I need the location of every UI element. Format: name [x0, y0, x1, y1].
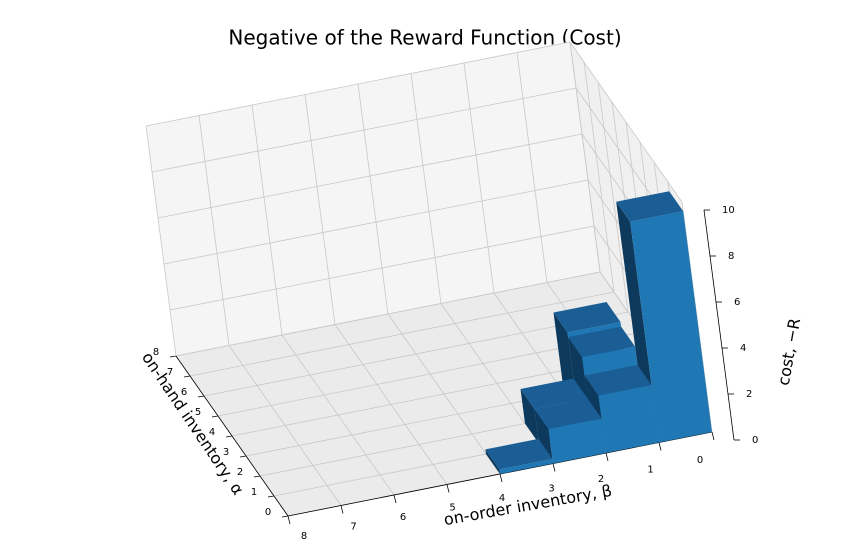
- z-tick-label: 6: [734, 297, 740, 308]
- bar-front: [548, 418, 606, 464]
- x-tick-label: 6: [181, 387, 187, 398]
- y-tick: [446, 484, 450, 493]
- grid-line: [357, 83, 389, 315]
- grid-line: [151, 87, 577, 173]
- x-tick: [225, 435, 233, 438]
- bar-top: [534, 398, 602, 429]
- x-tick-label: 7: [167, 367, 173, 378]
- grid-line: [198, 115, 230, 346]
- z-tick-label: 10: [722, 205, 735, 216]
- y-tick: [711, 431, 715, 441]
- bar-front: [598, 385, 659, 453]
- bar-front: [499, 458, 553, 474]
- x-tick: [239, 455, 247, 458]
- grid-line: [583, 61, 615, 293]
- grid-line: [304, 94, 336, 325]
- z-tick-label: 0: [752, 435, 758, 446]
- bar-top: [568, 326, 636, 358]
- grid-line: [569, 41, 601, 273]
- x-tick-label: 1: [251, 487, 257, 498]
- grid-line: [251, 104, 283, 336]
- y-tick: [605, 452, 609, 462]
- bar-top: [553, 302, 621, 333]
- grid-line: [175, 271, 601, 357]
- bar-side: [520, 389, 539, 444]
- x-tick-label: 4: [209, 427, 215, 438]
- grid-line: [145, 41, 571, 127]
- grid-line: [410, 73, 442, 304]
- grid-line: [440, 303, 554, 464]
- x-tick: [169, 355, 177, 358]
- z-tick-label: 4: [740, 343, 746, 354]
- bar-top: [520, 378, 588, 409]
- y-tick-label: 0: [697, 455, 703, 466]
- x-tick: [197, 395, 205, 398]
- grid-line: [145, 125, 177, 357]
- z-axis-label: cost, −R: [774, 317, 805, 387]
- grid-line: [281, 334, 395, 496]
- bar-top: [584, 365, 652, 396]
- x-tick-label: 5: [195, 407, 201, 418]
- y-tick: [499, 473, 503, 483]
- z-axis-line: [703, 209, 735, 441]
- y-tick: [287, 515, 291, 525]
- bar: [485, 438, 553, 474]
- grid-line: [228, 345, 342, 506]
- grid-line: [169, 225, 595, 311]
- grid-line: [597, 81, 629, 313]
- y-tick-label: 5: [449, 503, 455, 514]
- bar-side: [534, 409, 553, 464]
- y-tick: [393, 494, 397, 504]
- bar-front: [630, 211, 712, 443]
- y-axis-label: on-order inventory, β: [442, 481, 613, 529]
- y-tick-label: 8: [301, 531, 307, 542]
- y-tick: [340, 505, 344, 514]
- x-tick: [267, 495, 275, 498]
- y-tick-label: 1: [647, 465, 653, 476]
- grid-line: [387, 313, 501, 475]
- grid-line: [569, 41, 683, 203]
- y-tick: [658, 442, 662, 451]
- grid-line: [463, 62, 495, 294]
- x-tick: [253, 475, 261, 478]
- x-tick: [211, 415, 219, 418]
- bar-top: [616, 191, 684, 222]
- x-tick-label: 8: [153, 347, 159, 358]
- x-tick: [281, 515, 289, 518]
- x-tick-label: 3: [223, 447, 229, 458]
- grid-line: [516, 52, 548, 283]
- y-tick-label: 2: [598, 474, 604, 485]
- x-tick-label: 0: [265, 507, 271, 518]
- y-tick-label: 3: [548, 484, 554, 495]
- y-tick-label: 7: [350, 522, 356, 533]
- y-tick-label: 6: [400, 512, 406, 523]
- grid-line: [163, 179, 589, 265]
- y-tick: [552, 463, 556, 472]
- x-tick-label: 2: [237, 467, 243, 478]
- grid-line: [334, 324, 448, 485]
- bar: [534, 398, 606, 464]
- bar-top: [485, 438, 553, 470]
- x-axis-line: [175, 355, 289, 517]
- bar-side: [485, 449, 500, 474]
- grid-line: [157, 133, 583, 219]
- x-tick: [183, 375, 191, 378]
- y-tick-label: 4: [499, 493, 505, 504]
- z-tick-label: 8: [728, 251, 734, 262]
- z-tick-label: 2: [746, 389, 752, 400]
